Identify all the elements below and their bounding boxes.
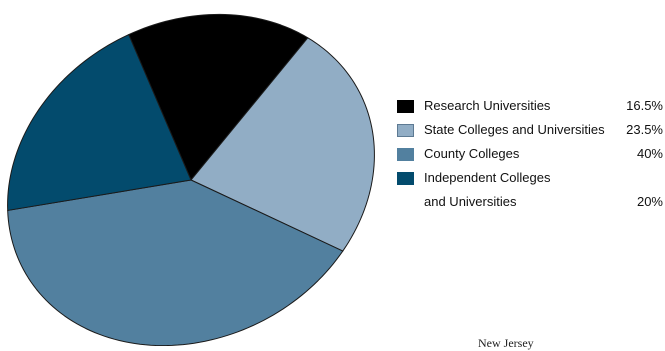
legend-item-state-colleges: State Colleges and Universities 23.5% [397, 120, 663, 144]
legend-label: Research Universities [424, 98, 551, 113]
legend-label-line-2: and Universities [424, 194, 517, 209]
legend-value: 40% [636, 146, 663, 161]
pie-slice-county-colleges [7, 179, 344, 346]
pie-slice-state-colleges-and-universities [190, 37, 375, 252]
legend-swatch [397, 148, 414, 161]
legend-value: 23.5% [626, 122, 663, 137]
legend-value: 16.5% [626, 98, 663, 113]
legend-item-county-colleges: County Colleges 40% [397, 144, 663, 168]
legend-label: County Colleges [424, 146, 520, 161]
legend-swatch [397, 124, 414, 137]
legend-value: 20% [636, 194, 663, 209]
legend-item-research-universities: Research Universities 16.5% [397, 96, 663, 120]
legend-swatch [397, 100, 414, 113]
legend-label-line-1: Independent Colleges [424, 170, 551, 185]
legend-label: State Colleges and Universities [424, 122, 605, 137]
legend: Research Universities 16.5% State Colleg… [397, 96, 663, 216]
footer-text: New Jersey [478, 336, 534, 350]
pie-slice-independent-colleges-and-universities [7, 34, 192, 211]
legend-swatch [397, 172, 414, 185]
legend-item-independent-colleges: Independent Colleges and Universities 20… [397, 168, 663, 216]
